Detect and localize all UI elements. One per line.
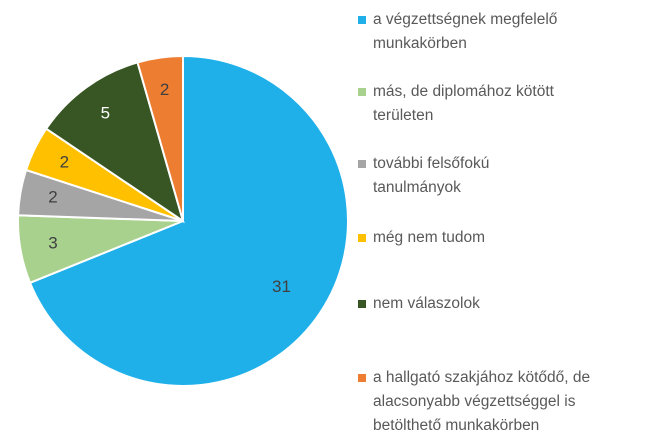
legend-item: más, de diplomához kötött területen [358, 80, 598, 128]
legend-swatch [358, 234, 366, 242]
legend-label: a végzettségnek megfelelő munkakörben [373, 11, 558, 52]
pie-slice [28, 54, 349, 387]
legend-item: a hallgató szakjához kötődő, de alacsony… [358, 366, 598, 438]
legend-item: nem válaszolok [358, 292, 598, 316]
legend-swatch [358, 374, 366, 382]
data-label: 2 [160, 80, 169, 99]
data-label: 5 [101, 104, 110, 123]
legend-item: további felsőfokú tanulmányok [358, 152, 528, 200]
pie-slice [136, 54, 184, 222]
data-label: 2 [60, 153, 69, 172]
legend-label: nem válaszolok [373, 295, 480, 312]
legend-swatch [358, 16, 366, 24]
legend-swatch [358, 300, 366, 308]
data-label: 3 [48, 233, 57, 252]
legend-label: más, de diplomához kötött területen [373, 83, 554, 124]
legend-swatch [358, 88, 366, 96]
legend-item: a végzettségnek megfelelő munkakörben [358, 8, 598, 56]
legend-label: további felsőfokú tanulmányok [373, 155, 490, 196]
legend-swatch [358, 160, 366, 168]
data-label: 31 [272, 277, 291, 296]
legend-label: még nem tudom [373, 229, 485, 246]
data-label: 2 [48, 188, 57, 207]
legend-item: még nem tudom [358, 226, 598, 250]
legend-label: a hallgató szakjához kötődő, de alacsony… [373, 369, 591, 434]
